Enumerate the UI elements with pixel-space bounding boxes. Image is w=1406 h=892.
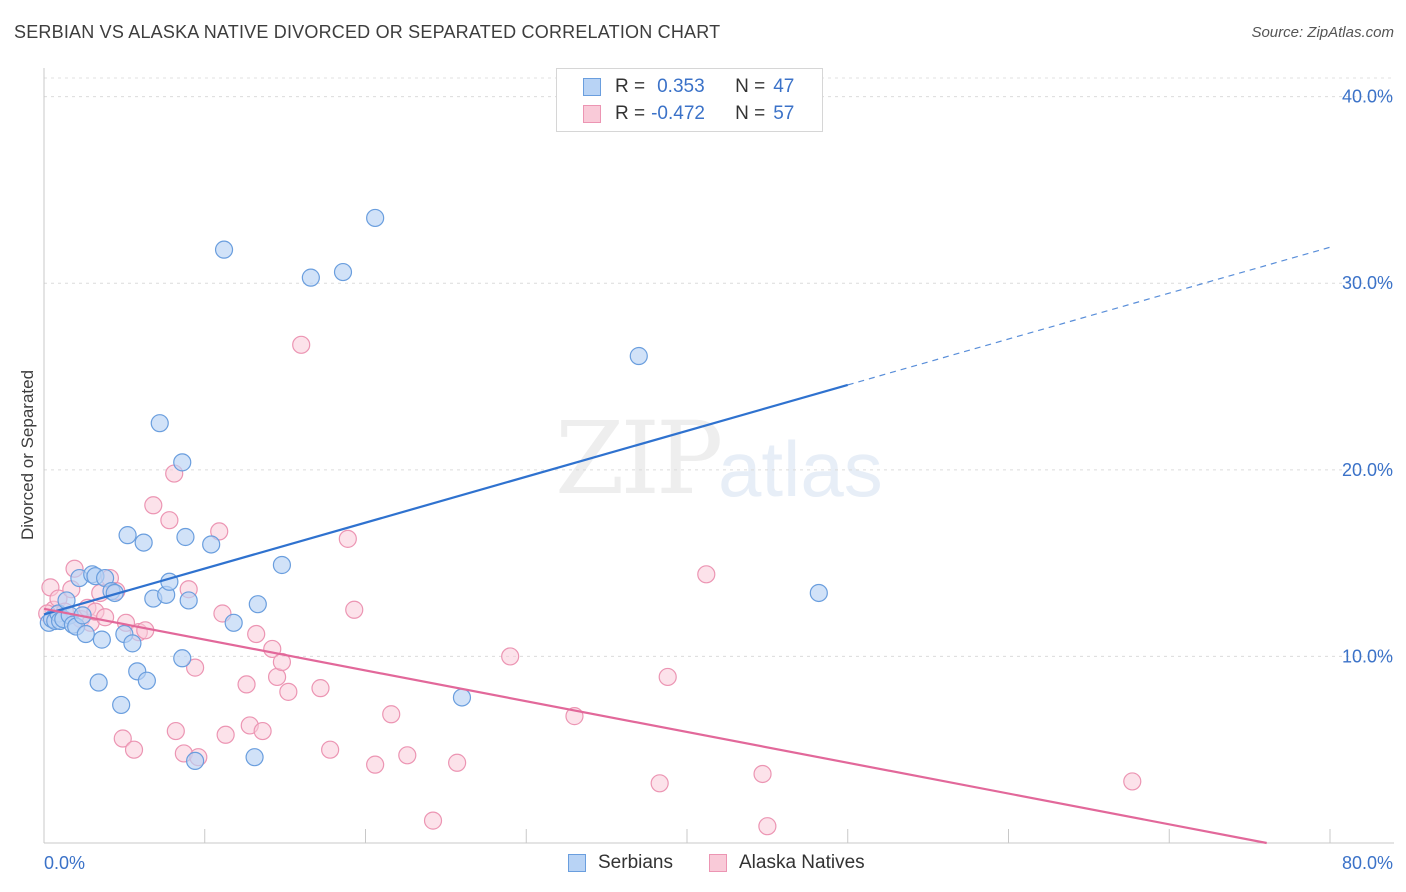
y-tick-label: 30.0% <box>1342 273 1393 293</box>
alaska-point <box>758 817 777 836</box>
serbian-point <box>118 526 137 545</box>
alaska-point <box>124 740 144 759</box>
legend-n-value: 47 <box>773 76 795 97</box>
y-tick-label: 40.0% <box>1342 87 1393 107</box>
y-tick-label: 20.0% <box>1342 460 1393 480</box>
serbian-point <box>452 688 472 707</box>
source-label: Source: ZipAtlas.com <box>1251 24 1394 41</box>
alaska-point <box>423 811 443 830</box>
axes <box>43 68 1394 844</box>
series-legend: Serbians Alaska Natives <box>0 852 1406 878</box>
serbian-trend-extension <box>847 246 1331 386</box>
legend-swatch-alaska <box>583 105 601 123</box>
legend-r-label: R = <box>615 76 646 97</box>
y-tick-label: 10.0% <box>1342 646 1393 666</box>
alaska-point <box>338 529 357 548</box>
alaska-point <box>216 725 235 744</box>
serbian-point <box>272 555 292 575</box>
chart-title: SERBIAN VS ALASKA NATIVE DIVORCED OR SEP… <box>14 22 721 42</box>
serbian-point <box>89 673 108 692</box>
alaska-point <box>210 522 229 541</box>
alaska-point <box>144 496 163 515</box>
alaska-point <box>448 753 467 772</box>
serbians-label: Serbians <box>598 852 673 873</box>
alaska-trend-line <box>43 607 1267 845</box>
legend-n-label: N = <box>735 76 766 97</box>
alaska-point <box>311 679 330 698</box>
alaska-label: Alaska Natives <box>739 852 865 873</box>
x-tick-label: 80.0% <box>1342 853 1393 873</box>
alaska-point <box>1123 772 1142 791</box>
serbian-point <box>137 671 156 690</box>
trend-lines <box>43 246 1331 845</box>
alaska-point <box>247 624 266 644</box>
alaska-point <box>160 511 179 530</box>
legend-r-value: -0.472 <box>651 103 705 124</box>
watermark-atlas: atlas <box>718 425 883 513</box>
watermark-zip: ZIP <box>555 400 723 517</box>
serbian-points <box>39 208 828 771</box>
legend-r-label: R = <box>615 103 646 124</box>
alaska-point <box>501 647 520 666</box>
serbian-point <box>179 591 198 610</box>
alaska-point <box>186 658 205 677</box>
alaska-point <box>113 729 132 748</box>
legend-n-value: 57 <box>773 103 795 124</box>
alaska-point <box>753 764 772 784</box>
series-legend-alaska[interactable]: Alaska Natives <box>709 852 865 874</box>
serbian-trend-line <box>43 383 849 616</box>
alaska-point <box>650 774 669 793</box>
alaska-point <box>398 746 417 765</box>
alaska-point <box>292 335 311 354</box>
serbians-swatch <box>568 854 586 872</box>
serbian-point <box>186 751 205 771</box>
serbian-point <box>333 262 353 282</box>
serbian-point <box>248 595 267 614</box>
alaska-point <box>95 608 115 627</box>
serbian-point <box>214 240 234 259</box>
grid-lines <box>44 77 1394 657</box>
serbian-point <box>76 624 95 644</box>
serbian-point <box>173 649 192 668</box>
alaska-point <box>321 740 340 759</box>
x-tick-label: 0.0% <box>44 853 85 873</box>
series-legend-serbians[interactable]: Serbians <box>568 852 673 874</box>
alaska-point <box>237 675 256 694</box>
legend-n-label: N = <box>735 103 766 124</box>
alaska-point <box>366 755 385 774</box>
alaska-swatch <box>709 854 727 872</box>
serbian-point <box>176 527 195 547</box>
serbian-point <box>629 346 648 366</box>
alaska-point <box>279 682 298 701</box>
serbian-point <box>105 583 124 603</box>
correlation-legend: R = 0.353 N = 47 R = -0.472 N = 57 <box>556 68 823 132</box>
serbian-point <box>202 535 221 554</box>
serbian-point <box>809 583 828 603</box>
alaska-point <box>382 705 401 724</box>
alaska-point <box>166 721 185 741</box>
serbian-point <box>301 268 320 287</box>
serbian-point <box>150 414 169 433</box>
alaska-point <box>253 721 272 741</box>
legend-row-serbians: R = 0.353 N = 47 <box>583 75 794 99</box>
serbian-point <box>245 748 264 767</box>
tick-labels: 10.0% 20.0% 30.0% 40.0% 0.0% 80.0% <box>44 87 1393 873</box>
serbian-point <box>92 630 111 649</box>
legend-swatch-serbians <box>583 78 601 96</box>
legend-r-value: 0.353 <box>657 76 705 97</box>
serbian-point <box>123 634 142 653</box>
serbian-point <box>134 533 153 552</box>
alaska-point <box>345 600 364 619</box>
alaska-point <box>697 565 716 584</box>
serbian-point <box>112 695 131 715</box>
serbian-point <box>366 208 385 228</box>
alaska-point <box>658 667 677 687</box>
serbian-point <box>173 453 192 472</box>
serbian-point <box>224 613 243 632</box>
legend-row-alaska: R = -0.472 N = 57 <box>583 102 794 126</box>
y-axis-label: Divorced or Separated <box>18 369 37 541</box>
